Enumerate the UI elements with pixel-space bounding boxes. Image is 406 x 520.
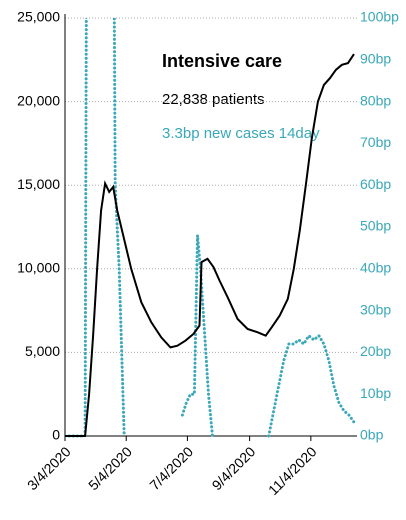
annotation: 22,838 patients xyxy=(162,91,265,108)
y-tick-label: 20,000 xyxy=(17,92,60,108)
y2-tick-label: 10bp xyxy=(360,385,391,401)
y-tick-label: 25,000 xyxy=(17,9,60,25)
x-tick-label: 11/4/2020 xyxy=(265,443,320,498)
y2-tick-label: 0bp xyxy=(360,427,384,443)
series-line xyxy=(65,18,356,438)
y2-tick-label: 50bp xyxy=(360,218,391,234)
y2-tick-label: 80bp xyxy=(360,92,391,108)
y2-tick-label: 20bp xyxy=(360,343,391,359)
y2-tick-label: 90bp xyxy=(360,51,391,67)
x-tick-label: 5/4/2020 xyxy=(85,443,135,493)
y-tick-label: 10,000 xyxy=(17,260,60,276)
y2-tick-label: 60bp xyxy=(360,176,391,192)
y-tick-label: 15,000 xyxy=(17,176,60,192)
x-tick-label: 9/4/2020 xyxy=(209,443,259,493)
y2-tick-label: 30bp xyxy=(360,301,391,317)
chart-title: Intensive care xyxy=(162,51,282,71)
y-tick-label: 0 xyxy=(52,427,60,443)
y-tick-label: 5,000 xyxy=(25,343,60,359)
y2-tick-label: 70bp xyxy=(360,134,391,150)
annotation: 3.3bp new cases 14day xyxy=(162,125,320,142)
y2-tick-label: 40bp xyxy=(360,260,391,276)
y2-tick-label: 100bp xyxy=(360,9,399,25)
x-tick-label: 3/4/2020 xyxy=(24,443,74,493)
plot-area xyxy=(65,18,356,438)
x-tick-label: 7/4/2020 xyxy=(146,443,196,493)
series-line xyxy=(65,53,355,437)
